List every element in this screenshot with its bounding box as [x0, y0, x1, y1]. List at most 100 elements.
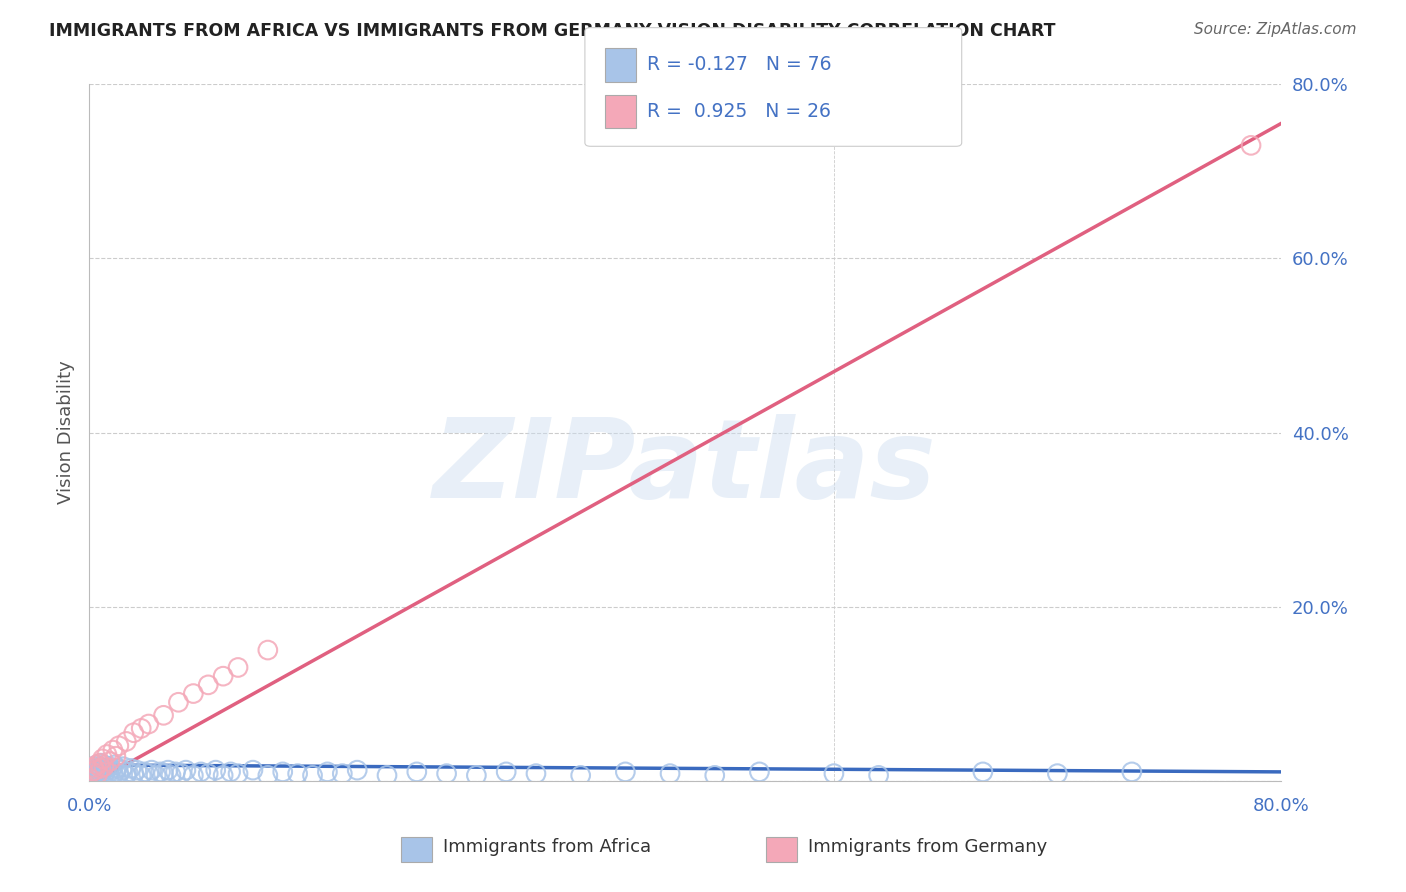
Point [226, 660, 249, 674]
Point [83, 766, 105, 780]
Point [93, 759, 115, 773]
Point [190, 764, 212, 779]
Point [703, 768, 725, 782]
Point [346, 763, 368, 777]
Point [108, 739, 131, 753]
Point [101, 743, 124, 757]
Point [972, 764, 994, 779]
Point [823, 766, 845, 780]
Point [90, 756, 112, 771]
Point [87, 766, 110, 780]
Text: R = -0.127   N = 76: R = -0.127 N = 76 [647, 55, 831, 74]
Point [301, 768, 323, 782]
Text: Immigrants from Germany: Immigrants from Germany [808, 838, 1047, 856]
Point [287, 766, 309, 780]
Point [125, 763, 148, 777]
Point [84, 768, 107, 782]
Y-axis label: Vision Disability: Vision Disability [58, 360, 75, 504]
Point [86, 758, 108, 772]
Point [569, 768, 592, 782]
Point [256, 643, 278, 657]
Point [90, 761, 112, 775]
Point [271, 764, 294, 779]
Point [98, 759, 121, 773]
Point [84, 763, 107, 777]
Point [157, 763, 180, 777]
Point [1046, 766, 1069, 780]
Point [89, 764, 111, 779]
Point [87, 761, 110, 775]
Point [183, 768, 205, 782]
Point [242, 763, 264, 777]
Point [101, 768, 124, 782]
Point [436, 766, 458, 780]
Point [330, 766, 353, 780]
Point [614, 764, 637, 779]
Point [219, 764, 242, 779]
Point [93, 758, 115, 772]
Point [212, 768, 235, 782]
Point [91, 752, 114, 766]
Point [405, 764, 427, 779]
Point [226, 766, 249, 780]
Point [120, 761, 142, 775]
Point [94, 764, 117, 779]
Point [104, 764, 127, 779]
Point [80, 764, 103, 779]
Point [167, 695, 190, 709]
Point [1121, 764, 1143, 779]
Point [122, 766, 145, 780]
Point [104, 749, 127, 764]
Point [134, 764, 156, 779]
Point [174, 763, 197, 777]
Point [170, 766, 193, 780]
Point [122, 725, 145, 739]
Point [152, 708, 174, 723]
Point [145, 768, 167, 782]
Point [659, 766, 682, 780]
Point [105, 761, 128, 775]
Point [868, 768, 890, 782]
Point [197, 678, 219, 692]
Point [1240, 138, 1263, 153]
Point [115, 768, 138, 782]
Point [80, 769, 103, 783]
Point [115, 734, 138, 748]
Point [83, 760, 105, 774]
Point [524, 766, 547, 780]
Point [111, 763, 134, 777]
Point [93, 768, 115, 782]
Point [160, 768, 183, 782]
Point [86, 758, 108, 772]
Point [100, 763, 122, 777]
Point [89, 759, 111, 773]
Point [103, 758, 125, 772]
Point [129, 722, 152, 736]
Point [495, 764, 517, 779]
Point [256, 768, 278, 782]
Point [375, 768, 398, 782]
Text: R =  0.925   N = 26: R = 0.925 N = 26 [647, 102, 831, 121]
Point [117, 764, 139, 779]
Text: Immigrants from Africa: Immigrants from Africa [443, 838, 651, 856]
Point [748, 764, 770, 779]
Point [98, 755, 121, 769]
Point [108, 766, 131, 780]
Point [84, 760, 107, 774]
Point [138, 717, 160, 731]
Point [141, 763, 163, 777]
Point [152, 766, 174, 780]
Point [129, 768, 152, 782]
Point [89, 756, 111, 771]
Point [86, 765, 108, 780]
Point [83, 763, 105, 777]
Point [138, 766, 160, 780]
Point [149, 764, 172, 779]
Point [465, 768, 488, 782]
Point [87, 767, 110, 781]
Point [165, 764, 187, 779]
Point [112, 759, 135, 773]
Point [316, 764, 339, 779]
Text: Source: ZipAtlas.com: Source: ZipAtlas.com [1194, 22, 1357, 37]
Point [212, 669, 235, 683]
